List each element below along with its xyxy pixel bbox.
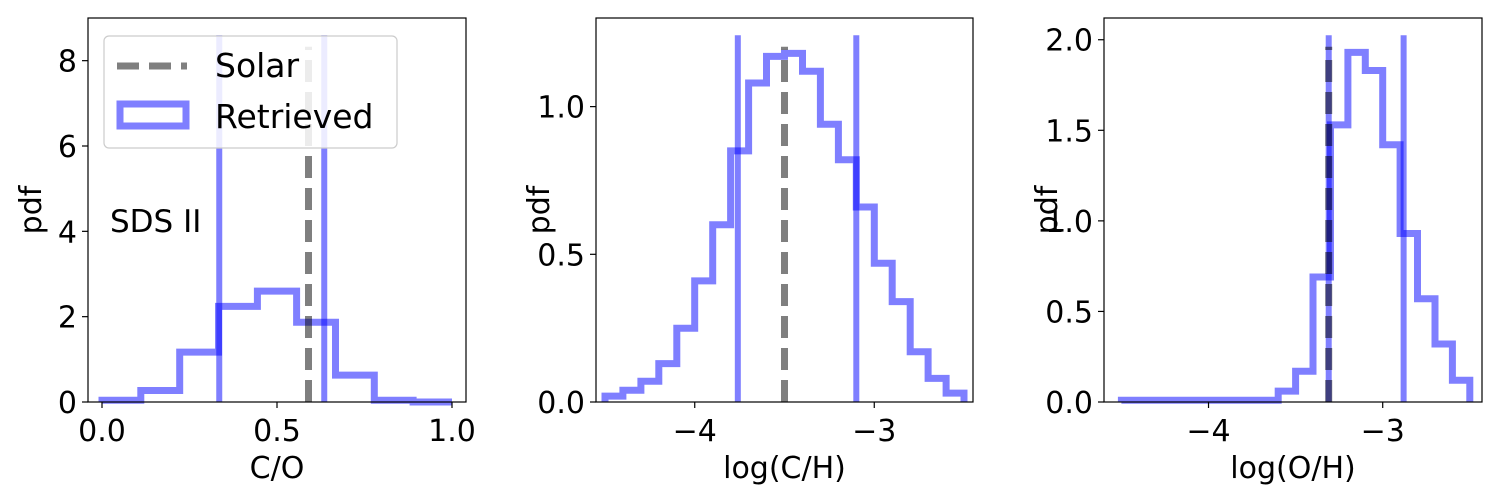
x-tick-label: 0.0 xyxy=(78,414,126,449)
x-tick-label: −4 xyxy=(673,414,717,449)
y-tick-label: 0.5 xyxy=(1045,295,1093,330)
y-tick-label: 8 xyxy=(58,45,77,80)
y-tick-label: 2 xyxy=(58,301,77,336)
y-tick-label: 1.0 xyxy=(1045,205,1093,240)
legend-label-retrieved: Retrieved xyxy=(215,97,374,136)
legend-box xyxy=(103,35,398,149)
y-tick-label: 2.0 xyxy=(1045,24,1093,59)
y-tick-label: 4 xyxy=(58,215,77,250)
retrieved-histogram-2 xyxy=(601,49,968,402)
legend-label-solar: Solar xyxy=(215,46,300,85)
y-tick-label: 1.5 xyxy=(1045,114,1093,149)
y-tick-label: 0 xyxy=(58,386,77,421)
y-tick-label: 1.0 xyxy=(537,91,585,126)
x-tick-label: 1.0 xyxy=(428,414,476,449)
y-tick-label: 0.0 xyxy=(537,386,585,421)
panel-1: 0.0 0.5 1.0 0 2 4 6 8 C/O pdf SDS II xyxy=(14,17,476,486)
legend: Solar Retrieved xyxy=(103,35,398,149)
y-axis-label: pdf xyxy=(1030,184,1065,234)
x-axis-label: C/O xyxy=(250,451,305,486)
y-axis-label: pdf xyxy=(14,184,49,234)
panel-2: −4 −3 0.0 0.5 1.0 log(C/H) pdf xyxy=(522,17,974,486)
retrieved-histogram-1 xyxy=(98,287,452,406)
y-axis-label: pdf xyxy=(522,184,557,234)
axes-frame-3 xyxy=(1103,17,1483,403)
x-tick-label: −4 xyxy=(1186,414,1230,449)
x-tick-label: −3 xyxy=(852,414,896,449)
y-tick-label: 6 xyxy=(58,130,77,165)
x-axis-label: log(O/H) xyxy=(1230,451,1355,486)
panel-annotation: SDS II xyxy=(110,204,201,240)
panel-3: −4 −3 0.0 0.5 1.0 1.5 2.0 log(O/H) pdf xyxy=(1030,17,1483,486)
axes-frame-2 xyxy=(595,17,974,403)
x-tick-label: −3 xyxy=(1361,414,1405,449)
legend-retrieved-swatch xyxy=(116,100,190,130)
y-tick-label: 0.5 xyxy=(537,238,585,273)
y-tick-label: 0.0 xyxy=(1045,386,1093,421)
x-axis-label: log(C/H) xyxy=(723,451,846,486)
x-tick-label: 0.5 xyxy=(253,414,301,449)
retrieved-histogram-3 xyxy=(1117,48,1474,404)
